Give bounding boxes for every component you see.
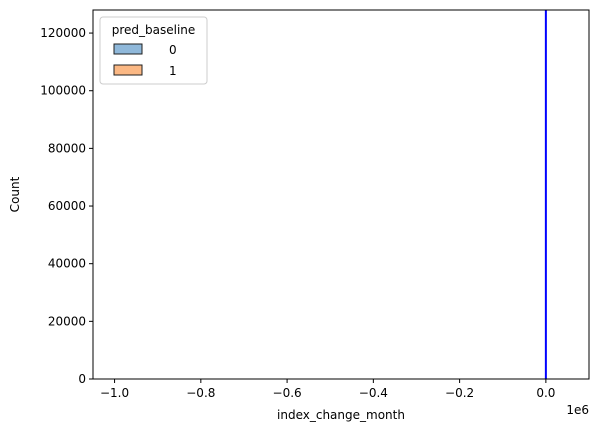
legend-label-1: 1 <box>169 64 177 78</box>
legend: pred_baseline 0 1 <box>99 16 208 85</box>
y-tick-label: 80000 <box>48 141 86 155</box>
y-axis-label: Count <box>8 176 22 212</box>
x-tick-label: −0.6 <box>273 386 302 400</box>
legend-title: pred_baseline <box>112 23 196 37</box>
plot-frame <box>92 9 590 380</box>
x-axis-label: index_change_month <box>277 408 405 422</box>
x-axis-offset-label: 1e6 <box>566 403 589 417</box>
legend-label-0: 0 <box>169 43 177 57</box>
x-tick-label: −1.0 <box>100 386 129 400</box>
y-tick-label: 120000 <box>40 26 86 40</box>
x-tick-label: −0.8 <box>186 386 215 400</box>
y-tick-label: 40000 <box>48 257 86 271</box>
legend-swatch-0 <box>113 43 143 55</box>
y-tick-label: 20000 <box>48 314 86 328</box>
x-tick-label: 0.0 <box>536 386 555 400</box>
y-tick-label: 0 <box>78 372 86 386</box>
y-tick-label: 100000 <box>40 84 86 98</box>
x-tick-label: −0.2 <box>445 386 474 400</box>
legend-swatch-1 <box>113 64 143 76</box>
y-axis-ticks: 0 20000 40000 60000 80000 100000 120000 <box>40 26 93 386</box>
x-tick-label: −0.4 <box>359 386 388 400</box>
y-tick-label: 60000 <box>48 199 86 213</box>
x-axis-ticks: −1.0 −0.8 −0.6 −0.4 −0.2 0.0 <box>100 379 555 400</box>
